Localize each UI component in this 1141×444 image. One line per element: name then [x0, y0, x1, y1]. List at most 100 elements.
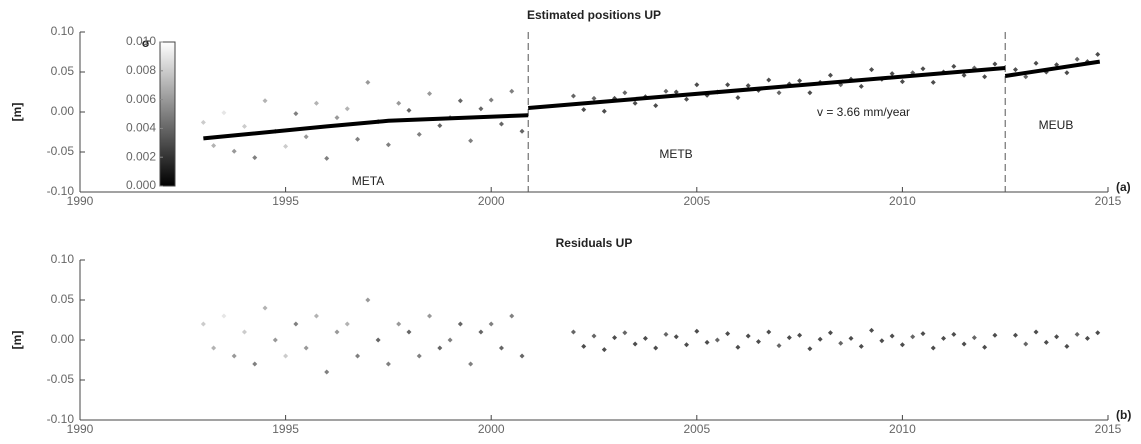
data-point — [570, 93, 576, 99]
data-point — [807, 346, 813, 352]
data-point — [1012, 332, 1018, 338]
x-tick-label: 2000 — [478, 422, 505, 436]
data-point — [200, 321, 206, 327]
data-point — [601, 108, 607, 114]
data-point — [858, 83, 864, 89]
data-point — [509, 313, 515, 319]
data-point — [406, 107, 412, 113]
data-point — [334, 115, 340, 121]
data-point — [889, 333, 895, 339]
data-point — [745, 83, 751, 89]
y-tick-label: -0.05 — [47, 372, 75, 386]
data-point — [848, 335, 854, 341]
y-tick-label: 0.05 — [51, 292, 75, 306]
data-point — [457, 321, 463, 327]
data-point — [231, 148, 237, 154]
data-point — [982, 344, 988, 350]
data-point — [817, 336, 823, 342]
data-point — [385, 142, 391, 148]
data-point — [355, 136, 361, 142]
data-point — [498, 121, 504, 127]
data-point — [293, 321, 299, 327]
data-point — [899, 342, 905, 348]
annotation: v = 3.66 mm/year — [817, 105, 910, 119]
data-point — [622, 90, 628, 96]
data-point — [879, 338, 885, 344]
data-point — [1033, 60, 1039, 66]
annotation: MEUB — [1039, 118, 1074, 132]
data-point — [231, 353, 237, 359]
data-point — [262, 305, 268, 311]
data-point — [1084, 335, 1090, 341]
panel-label: (b) — [1116, 408, 1131, 422]
data-point — [776, 90, 782, 96]
colorbar — [159, 41, 176, 187]
data-point — [488, 321, 494, 327]
data-point — [971, 335, 977, 341]
data-point — [365, 297, 371, 303]
colorbar-tick-label: 0.010 — [126, 34, 156, 48]
x-tick-label: 1990 — [67, 194, 94, 208]
data-point — [920, 66, 926, 72]
data-point — [889, 71, 895, 77]
y-axis-label: [m] — [10, 331, 24, 350]
data-point — [694, 82, 700, 88]
data-point — [447, 337, 453, 343]
data-point — [457, 98, 463, 104]
data-point — [241, 123, 247, 129]
data-point — [755, 339, 761, 345]
data-point — [1074, 56, 1080, 62]
data-point — [252, 155, 258, 161]
data-point — [1023, 341, 1029, 347]
data-point — [961, 341, 967, 347]
data-point — [303, 134, 309, 140]
data-point — [663, 88, 669, 94]
data-point — [622, 330, 628, 336]
data-point — [869, 327, 875, 333]
colorbar-label: σ — [142, 36, 150, 50]
data-point — [241, 329, 247, 335]
data-point — [581, 107, 587, 113]
data-point — [930, 79, 936, 85]
data-point — [272, 337, 278, 343]
y-tick-label: 0.10 — [51, 252, 75, 266]
data-point — [704, 339, 710, 345]
data-point — [663, 331, 669, 337]
x-tick-label: 2015 — [1095, 422, 1122, 436]
data-point — [951, 63, 957, 69]
x-tick-label: 2015 — [1095, 194, 1122, 208]
data-point — [776, 343, 782, 349]
data-point — [293, 111, 299, 117]
data-point — [838, 340, 844, 346]
data-point — [1095, 330, 1101, 336]
data-point — [642, 335, 648, 341]
data-point — [951, 331, 957, 337]
data-point — [519, 353, 525, 359]
data-point — [221, 110, 227, 116]
y-tick-label: -0.10 — [47, 412, 75, 426]
data-point — [334, 329, 340, 335]
data-point — [498, 345, 504, 351]
data-point — [1023, 74, 1029, 80]
data-point — [221, 313, 227, 319]
data-point — [437, 123, 443, 129]
y-tick-label: 0.00 — [51, 104, 75, 118]
data-point — [992, 332, 998, 338]
data-point — [725, 82, 731, 88]
data-point — [827, 72, 833, 78]
panel-title: Estimated positions UP — [527, 8, 661, 22]
data-point — [252, 361, 258, 367]
x-tick-label: 2000 — [478, 194, 505, 208]
colorbar-tick-label: 0.004 — [126, 121, 156, 135]
data-point — [1064, 343, 1070, 349]
data-point — [211, 143, 217, 149]
x-tick-label: 2005 — [683, 422, 710, 436]
data-point — [673, 89, 679, 95]
data-point — [283, 143, 289, 149]
data-point — [416, 353, 422, 359]
data-point — [982, 74, 988, 80]
data-point — [509, 88, 515, 94]
annotation: METB — [659, 147, 692, 161]
data-point — [591, 333, 597, 339]
